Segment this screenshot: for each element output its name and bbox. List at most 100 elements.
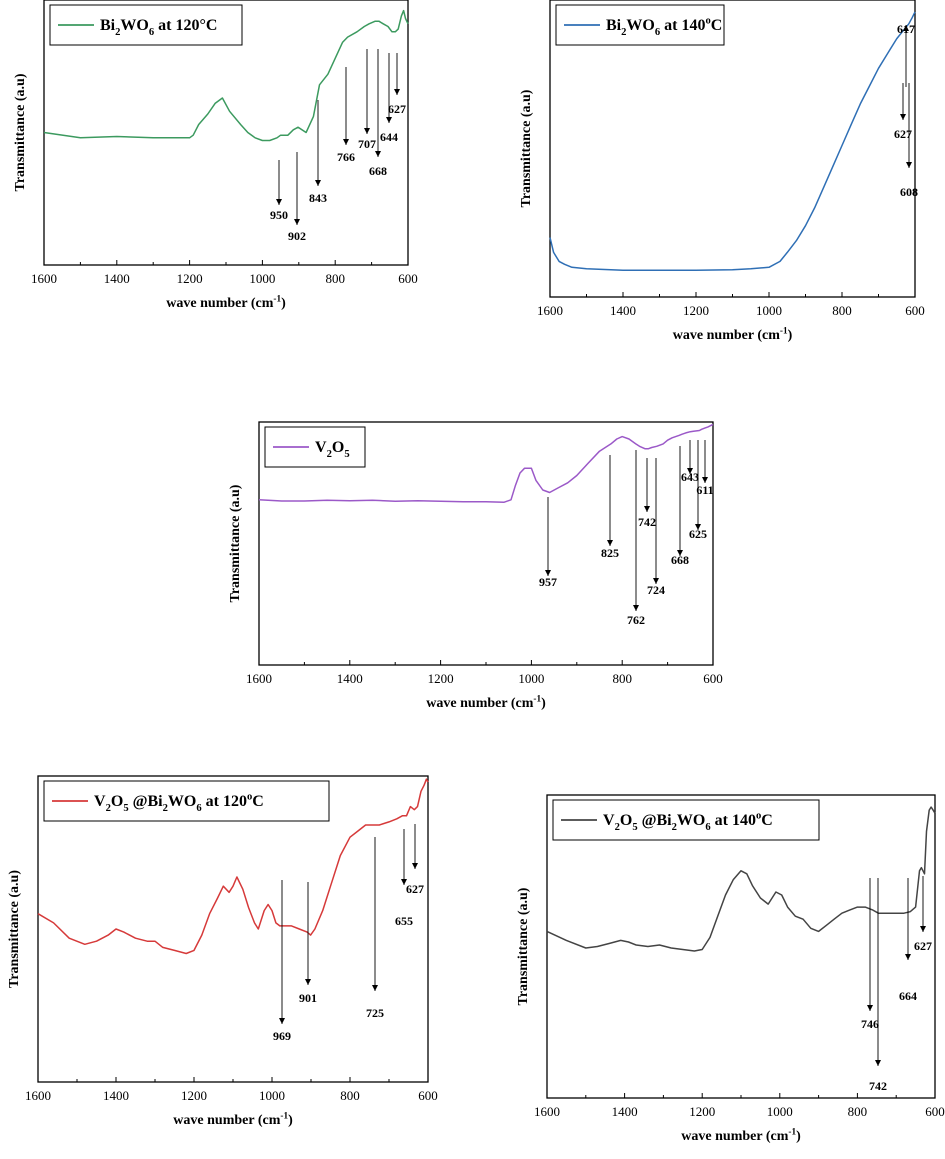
legend-label: Bi2WO6 at 140oC [606,16,722,38]
x-tick-label: 600 [905,303,925,318]
peak-arrow-head [695,524,701,530]
chart-panel-2: 1600 1400 1200 1000 800 600 wave number (cm-1)… [519,0,925,343]
peak-label: 843 [309,191,327,205]
peak-arrow-head [375,151,381,157]
peak-arrow-head [633,605,639,611]
peak-arrow-head [875,1060,881,1066]
peak-arrow-head [905,954,911,960]
peak-arrow-head [903,25,909,31]
peak-label: 725 [366,1006,384,1020]
peak-label: 643 [681,470,699,484]
peak-arrow-head [867,1005,873,1011]
series-line [549,11,916,272]
peak-label: 762 [627,613,645,627]
peak-label: 627 [914,939,932,953]
y-axis-label: Transmittance (a.u) [228,484,243,602]
x-tick-label: 800 [325,271,345,286]
peak-label: 766 [337,150,355,164]
series-line [37,778,429,955]
peak-label: 969 [273,1029,291,1043]
x-tick-label: 1000 [249,271,275,286]
x-tick-label: 1600 [534,1104,560,1119]
chart-panel-3: 1600 1400 1200 1000 800 600 wave number (cm-1)… [228,421,723,711]
peak-arrow-head [687,468,693,474]
x-tick-label: 800 [612,671,632,686]
peak-arrow-head [343,139,349,145]
series-line [546,806,936,952]
peak-arrow-head [920,926,926,932]
x-tick-label: 1400 [103,1088,129,1103]
x-tick-label: 1400 [104,271,130,286]
peak-arrow-head [607,540,613,546]
x-tick-label: 1600 [25,1088,51,1103]
legend-label: V2O5 @Bi2WO6 at 120oC [94,792,264,815]
series-line [43,9,409,142]
peak-arrow-head [305,979,311,985]
peak-label: 742 [869,1079,887,1093]
peak-label: 901 [299,991,317,1005]
x-tick-label: 1400 [610,303,636,318]
x-tick-label: 600 [703,671,723,686]
x-tick-label: 1600 [537,303,563,318]
x-tick-label: 1200 [689,1104,715,1119]
legend-label: V2O5 @Bi2WO6 at 140oC [603,811,773,834]
x-tick-label: 1200 [428,671,454,686]
x-tick-label: 600 [925,1104,945,1119]
peak-arrow-head [401,879,407,885]
peak-label: 746 [861,1017,879,1031]
x-axis-label: wave number (cm-1) [426,693,546,711]
peak-label: 668 [369,164,387,178]
peak-arrow-head [900,114,906,120]
peak-arrow-head [906,162,912,168]
x-tick-label: 600 [418,1088,438,1103]
peak-arrow-head [315,180,321,186]
peak-arrow-head [644,506,650,512]
peak-label: 627 [894,127,912,141]
peak-arrow-head [372,985,378,991]
x-tick-label: 800 [848,1104,868,1119]
y-axis-label: Transmittance (a.u) [519,89,534,207]
x-tick-label: 1000 [259,1088,285,1103]
x-tick-label: 1600 [246,671,272,686]
y-axis-label: Transmittance (a.u) [7,870,22,988]
y-axis-label: Transmittance (a.u) [13,73,28,191]
chart-panel-5: 1600 1400 1200 1000 800 600 wave number (cm-1)… [516,794,945,1144]
peak-label: 617 [897,22,915,36]
peak-label: 611 [696,483,713,497]
peak-label: 655 [395,914,413,928]
x-tick-label: 1000 [518,671,544,686]
x-tick-label: 800 [340,1088,360,1103]
legend-label: V2O5 [315,439,350,460]
x-tick-label: 1400 [612,1104,638,1119]
x-tick-label: 1200 [683,303,709,318]
peak-label: 608 [900,185,918,199]
peak-label: 902 [288,229,306,243]
peak-arrow-head [364,128,370,134]
peak-label: 664 [899,989,917,1003]
peak-arrow-head [386,117,392,123]
peak-arrow-head [412,863,418,869]
x-tick-label: 1000 [767,1104,793,1119]
peak-arrow-head [653,578,659,584]
peak-arrow-head [702,477,708,483]
x-tick-label: 1000 [756,303,782,318]
peak-arrow-head [545,570,551,576]
peak-label: 627 [406,882,424,896]
series-line [258,423,714,503]
x-axis-label: wave number (cm-1) [166,293,286,311]
x-tick-label: 800 [832,303,852,318]
peak-label: 825 [601,546,619,560]
x-axis-label: wave number (cm-1) [673,325,793,343]
x-axis-label: wave number (cm-1) [681,1126,801,1144]
y-axis-label: Transmittance (a.u) [516,887,531,1005]
peak-label: 957 [539,575,557,589]
peak-arrow-head [394,89,400,95]
legend-box [43,780,330,822]
x-tick-label: 1600 [31,271,57,286]
x-tick-label: 600 [398,271,418,286]
peak-arrow-head [276,199,282,205]
peak-label: 724 [647,583,665,597]
plot-frame [37,775,429,1083]
